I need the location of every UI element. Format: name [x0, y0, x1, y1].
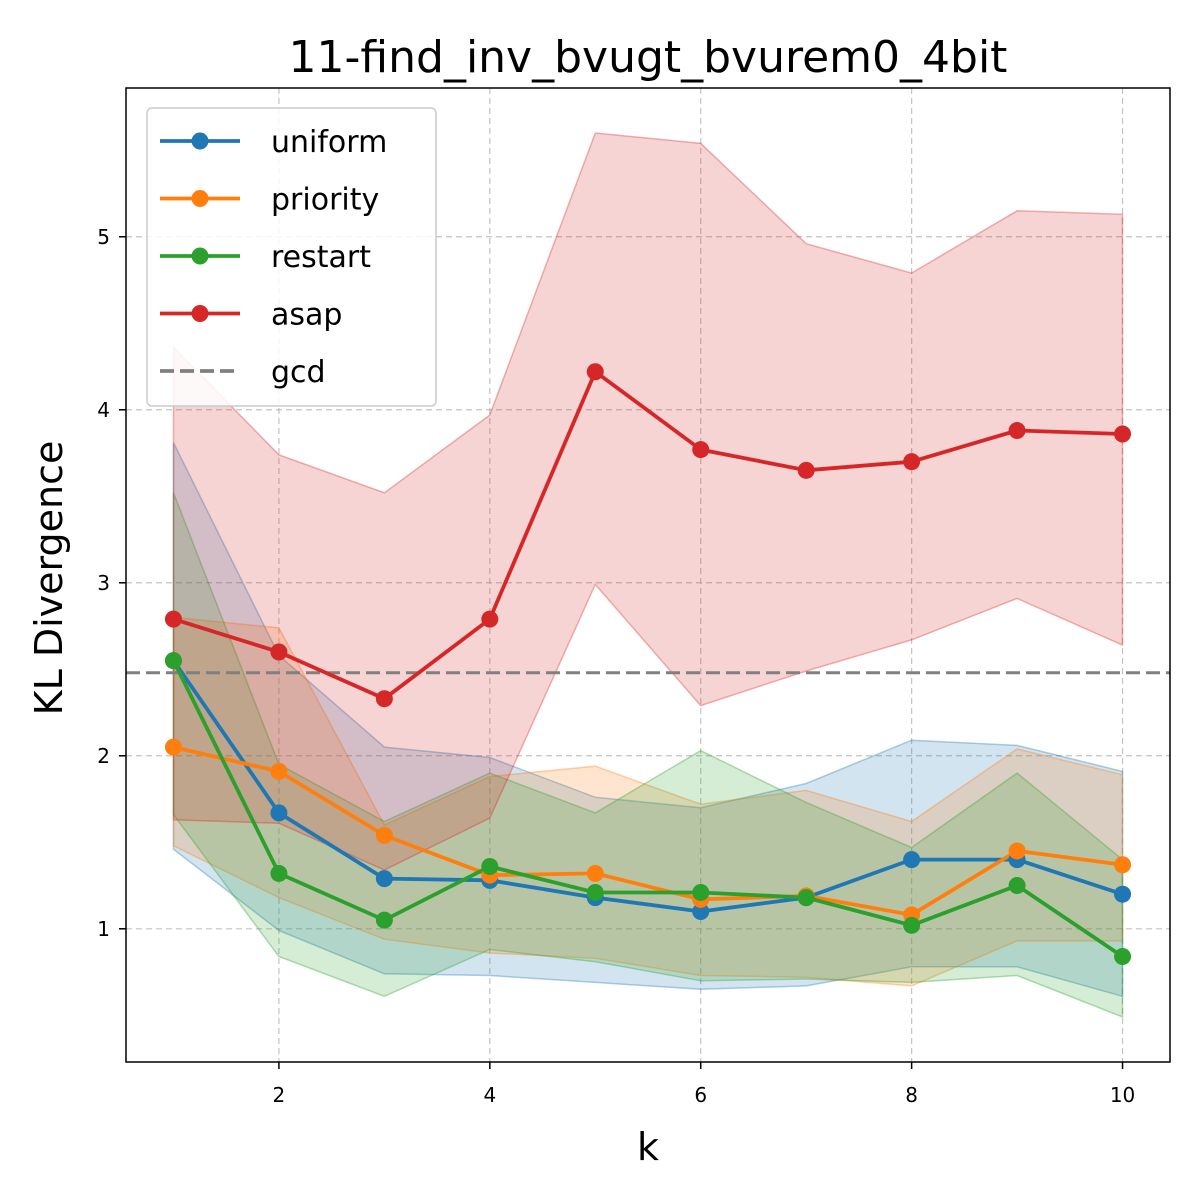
- x-tick-label: 8: [905, 1083, 918, 1107]
- x-tick-label: 6: [694, 1083, 707, 1107]
- point-asap: [375, 690, 393, 708]
- line-uniform: [171, 659, 1124, 914]
- point-asap: [1114, 425, 1132, 443]
- chart-title: 11-find_inv_bvugt_bvurem0_4bit: [289, 32, 1008, 83]
- point-priority: [375, 826, 393, 844]
- point-restart: [1008, 877, 1026, 895]
- x-tick-label: 10: [1110, 1083, 1135, 1107]
- legend-box: [146, 107, 437, 407]
- point-uniform: [270, 804, 288, 822]
- y-tick-label: 3: [97, 571, 110, 595]
- band-uniform: [172, 442, 1124, 998]
- point-uniform: [903, 851, 921, 869]
- point-uniform: [692, 902, 710, 920]
- confidence-bands: [172, 132, 1124, 1019]
- point-asap: [586, 363, 604, 381]
- point-restart: [586, 883, 604, 901]
- point-asap: [270, 643, 288, 661]
- point-asap: [797, 461, 815, 479]
- point-asap: [903, 453, 921, 471]
- legend-label-gcd: gcd: [271, 355, 326, 390]
- y-tick-label: 1: [97, 917, 110, 941]
- legend-label-asap: asap: [271, 298, 342, 333]
- plot-frame: [125, 87, 1171, 1063]
- legend-label-restart: restart: [271, 240, 371, 275]
- band-priority: [172, 616, 1124, 987]
- point-restart: [481, 858, 499, 876]
- point-restart: [903, 916, 921, 934]
- y-tick-label: 2: [97, 744, 110, 768]
- point-asap: [164, 610, 182, 628]
- point-priority: [1008, 842, 1026, 860]
- point-restart: [164, 652, 182, 670]
- x-tick-label: 4: [483, 1083, 496, 1107]
- y-tick-label: 4: [97, 398, 110, 422]
- line-priority: [173, 745, 1123, 917]
- x-tick-label: 2: [273, 1083, 286, 1107]
- point-priority: [164, 738, 182, 756]
- legend-label-priority: priority: [271, 183, 379, 218]
- point-asap: [692, 441, 710, 459]
- point-restart: [270, 864, 288, 882]
- point-restart: [692, 883, 710, 901]
- point-restart: [797, 889, 815, 907]
- line-asap: [172, 369, 1123, 701]
- band-restart: [172, 492, 1124, 1019]
- point-restart: [375, 911, 393, 929]
- series-points: [164, 363, 1132, 965]
- y-tick-label: 5: [97, 225, 110, 249]
- legend: uniform priority restart asap gcd: [146, 107, 437, 407]
- series-lines: [171, 369, 1124, 959]
- point-uniform: [375, 870, 393, 888]
- point-priority: [586, 864, 604, 882]
- point-priority: [1114, 856, 1132, 874]
- point-asap: [1008, 422, 1026, 440]
- band-asap: [172, 132, 1124, 871]
- point-restart: [1114, 947, 1132, 965]
- line-restart: [171, 659, 1124, 959]
- legend-marker-restart: [191, 247, 209, 265]
- legend-label-uniform: uniform: [271, 125, 387, 160]
- legend-marker-asap: [191, 305, 209, 322]
- point-asap: [481, 610, 499, 628]
- point-priority: [270, 762, 288, 780]
- point-uniform: [1114, 885, 1132, 903]
- legend-marker-uniform: [191, 132, 209, 150]
- legend-marker-priority: [191, 190, 209, 207]
- y-axis-label: KL Divergence: [27, 441, 71, 716]
- x-axis-label: k: [637, 1125, 659, 1169]
